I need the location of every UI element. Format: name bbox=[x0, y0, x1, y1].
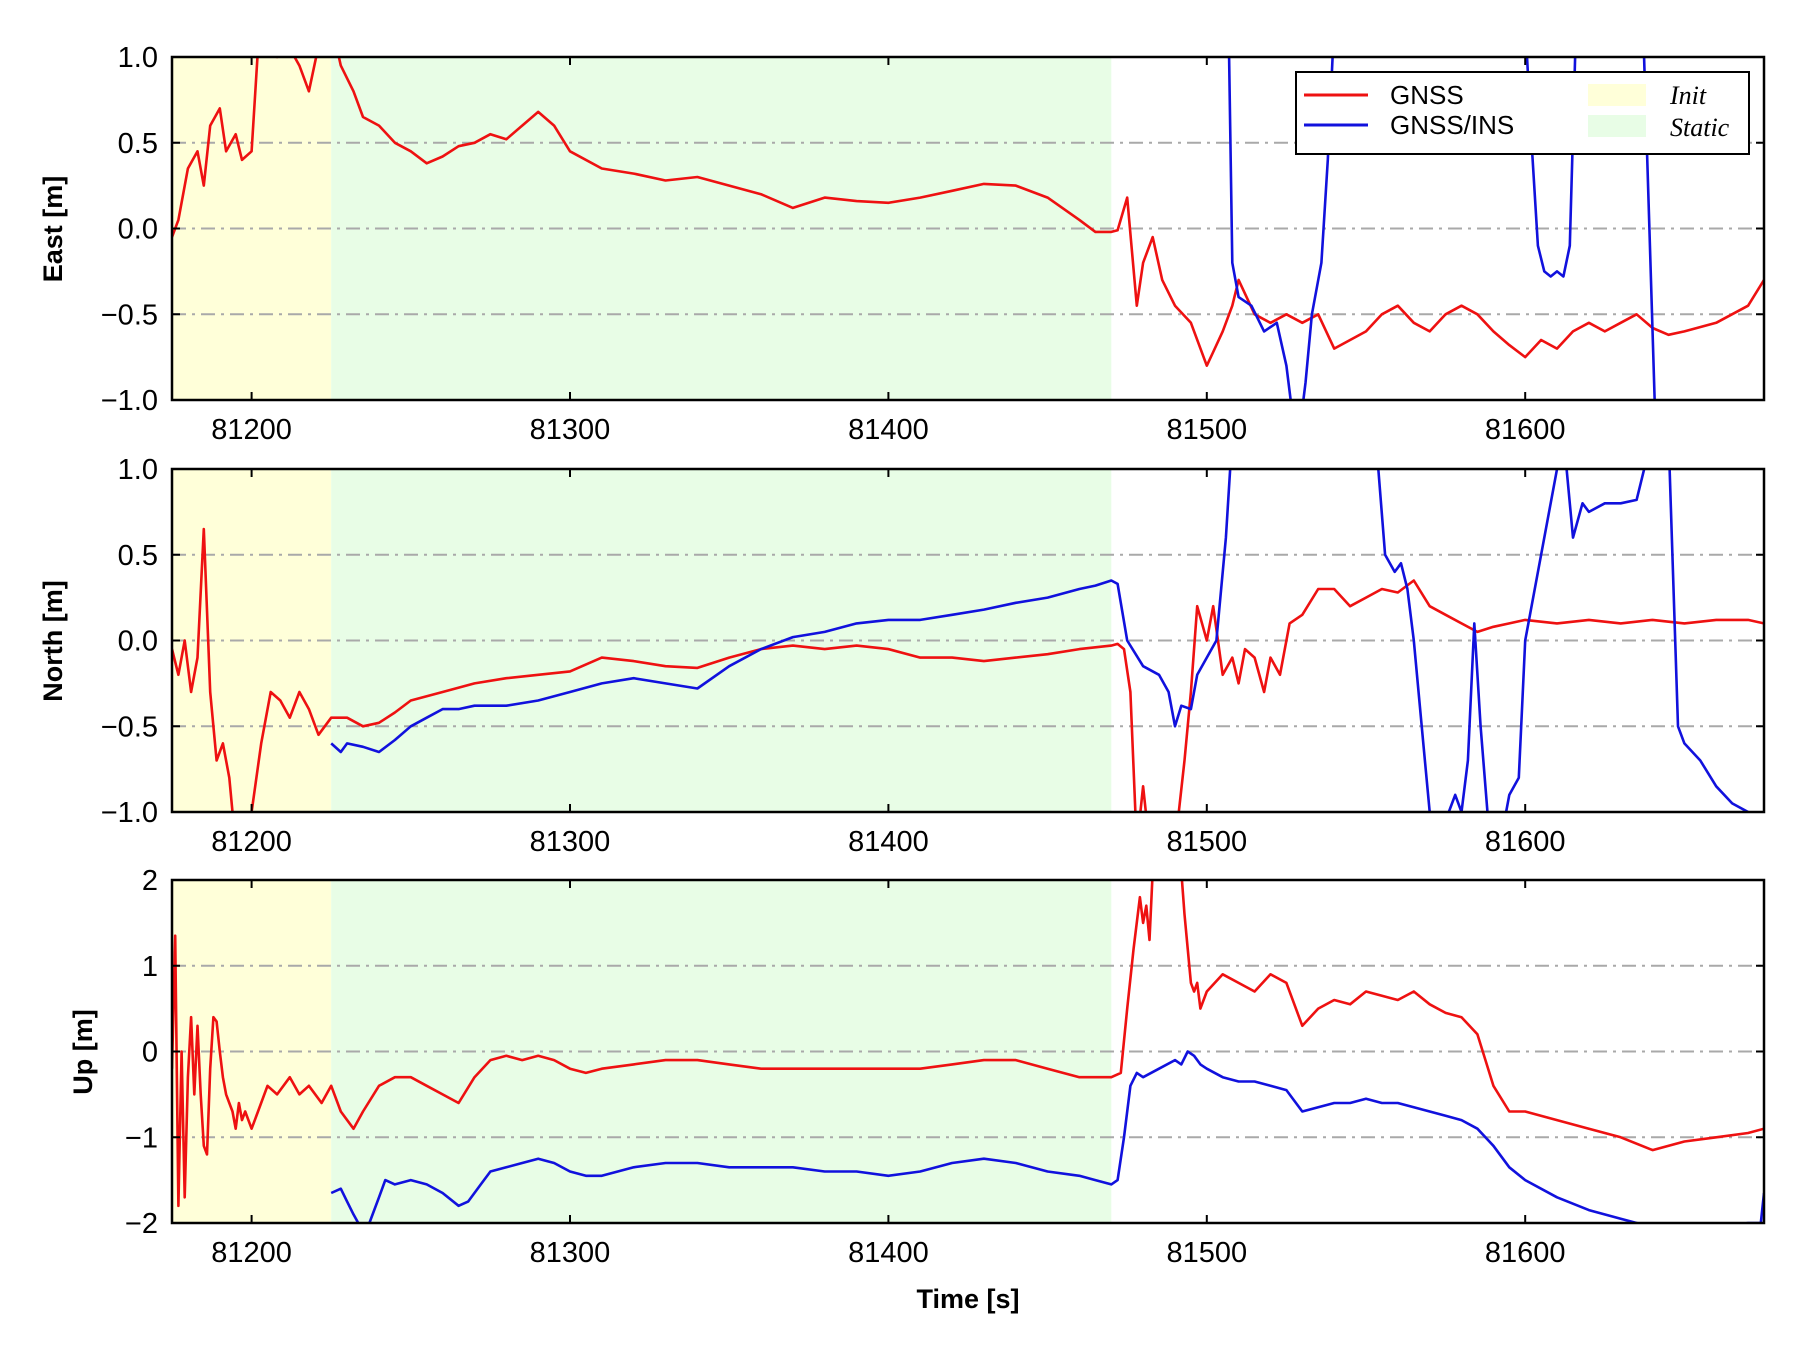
north-y-axis-label: North [m] bbox=[38, 580, 68, 701]
y-tick-label: −1.0 bbox=[101, 385, 158, 417]
series-line-gnss bbox=[172, 57, 1764, 368]
y-tick-label: −2 bbox=[125, 1208, 158, 1240]
y-tick-label: 1.0 bbox=[118, 42, 158, 74]
y-tick-label: 0 bbox=[142, 1037, 158, 1069]
x-tick-label: 81200 bbox=[211, 1237, 292, 1269]
legend-swatch-init bbox=[1588, 84, 1646, 106]
region-band-static bbox=[331, 469, 1112, 812]
y-tick-label: 0.0 bbox=[118, 626, 158, 658]
x-tick-label: 81600 bbox=[1485, 414, 1566, 446]
x-ticks: 81200 81300 81400 81500 81600 bbox=[211, 57, 1566, 446]
x-tick-label: 81600 bbox=[1485, 1237, 1566, 1269]
y-ticks: −1.0 −0.5 0.0 0.5 1.0 bbox=[101, 454, 1764, 829]
y-ticks: −2 −1 0 1 2 bbox=[125, 865, 1764, 1240]
x-tick-label: 81300 bbox=[530, 1237, 611, 1269]
x-tick-label: 81500 bbox=[1166, 414, 1247, 446]
north-panel: 81200 81300 81400 81500 81600 −1.0 −0.5 0.0 0.5… bbox=[38, 454, 1766, 858]
up-y-axis-label: Up [m] bbox=[68, 1009, 98, 1094]
y-tick-label: −1.0 bbox=[101, 797, 158, 829]
series-line-gnss-ins bbox=[330, 469, 1750, 812]
legend-label-gnss-ins: GNSS/INS bbox=[1390, 110, 1514, 140]
region-band-static bbox=[331, 57, 1112, 400]
region-bands bbox=[172, 469, 1112, 812]
x-ticks: 81200 81300 81400 81500 81600 bbox=[211, 880, 1566, 1269]
series-lines bbox=[172, 469, 1764, 812]
y-tick-label: −0.5 bbox=[101, 711, 158, 743]
legend-label-gnss: GNSS bbox=[1390, 80, 1464, 110]
series-line-gnss-ins bbox=[1227, 57, 1656, 400]
y-tick-label: 0.5 bbox=[118, 128, 158, 160]
legend-label-static: Static bbox=[1670, 113, 1730, 142]
series-lines bbox=[172, 880, 1764, 1223]
up-panel: 81200 81300 81400 81500 81600 −2 −1 0 1 2 Up [m]… bbox=[68, 865, 1766, 1314]
grid-lines bbox=[172, 964, 1764, 1139]
legend-box bbox=[1295, 71, 1750, 155]
series-lines bbox=[172, 57, 1764, 400]
x-axis-label: Time [s] bbox=[916, 1284, 1019, 1314]
x-tick-label: 81400 bbox=[848, 1237, 929, 1269]
grid-lines bbox=[172, 553, 1764, 728]
x-tick-label: 81300 bbox=[530, 826, 611, 858]
x-tick-label: 81400 bbox=[848, 826, 929, 858]
y-tick-label: −0.5 bbox=[101, 299, 158, 331]
legend: GNSS GNSS/INS Init Static bbox=[1295, 71, 1750, 155]
x-tick-label: 81500 bbox=[1166, 826, 1247, 858]
x-tick-label: 81600 bbox=[1485, 826, 1566, 858]
x-ticks: 81200 81300 81400 81500 81600 bbox=[211, 469, 1566, 858]
legend-swatch-static bbox=[1588, 115, 1646, 137]
y-tick-label: 0.0 bbox=[118, 214, 158, 246]
series-line-gnss-ins bbox=[330, 1050, 1764, 1223]
x-tick-label: 81500 bbox=[1166, 1237, 1247, 1269]
east-y-axis-label: East [m] bbox=[38, 176, 68, 283]
x-tick-label: 81300 bbox=[530, 414, 611, 446]
y-ticks: −1.0 −0.5 0.0 0.5 1.0 bbox=[101, 42, 1764, 417]
series-line-gnss bbox=[172, 527, 1764, 812]
y-tick-label: 1 bbox=[142, 951, 158, 983]
x-tick-label: 81400 bbox=[848, 414, 929, 446]
y-tick-label: 0.5 bbox=[118, 540, 158, 572]
east-panel: 81200 81300 81400 81500 81600 −1.0 −0.5 0.0 0.5… bbox=[38, 42, 1766, 446]
legend-label-init: Init bbox=[1669, 81, 1707, 110]
y-tick-label: 1.0 bbox=[118, 454, 158, 486]
x-tick-label: 81200 bbox=[211, 414, 292, 446]
y-tick-label: −1 bbox=[125, 1122, 158, 1154]
region-bands bbox=[172, 57, 1112, 400]
series-line-gnss bbox=[172, 880, 1764, 1208]
y-tick-label: 2 bbox=[142, 865, 158, 897]
x-tick-label: 81200 bbox=[211, 826, 292, 858]
